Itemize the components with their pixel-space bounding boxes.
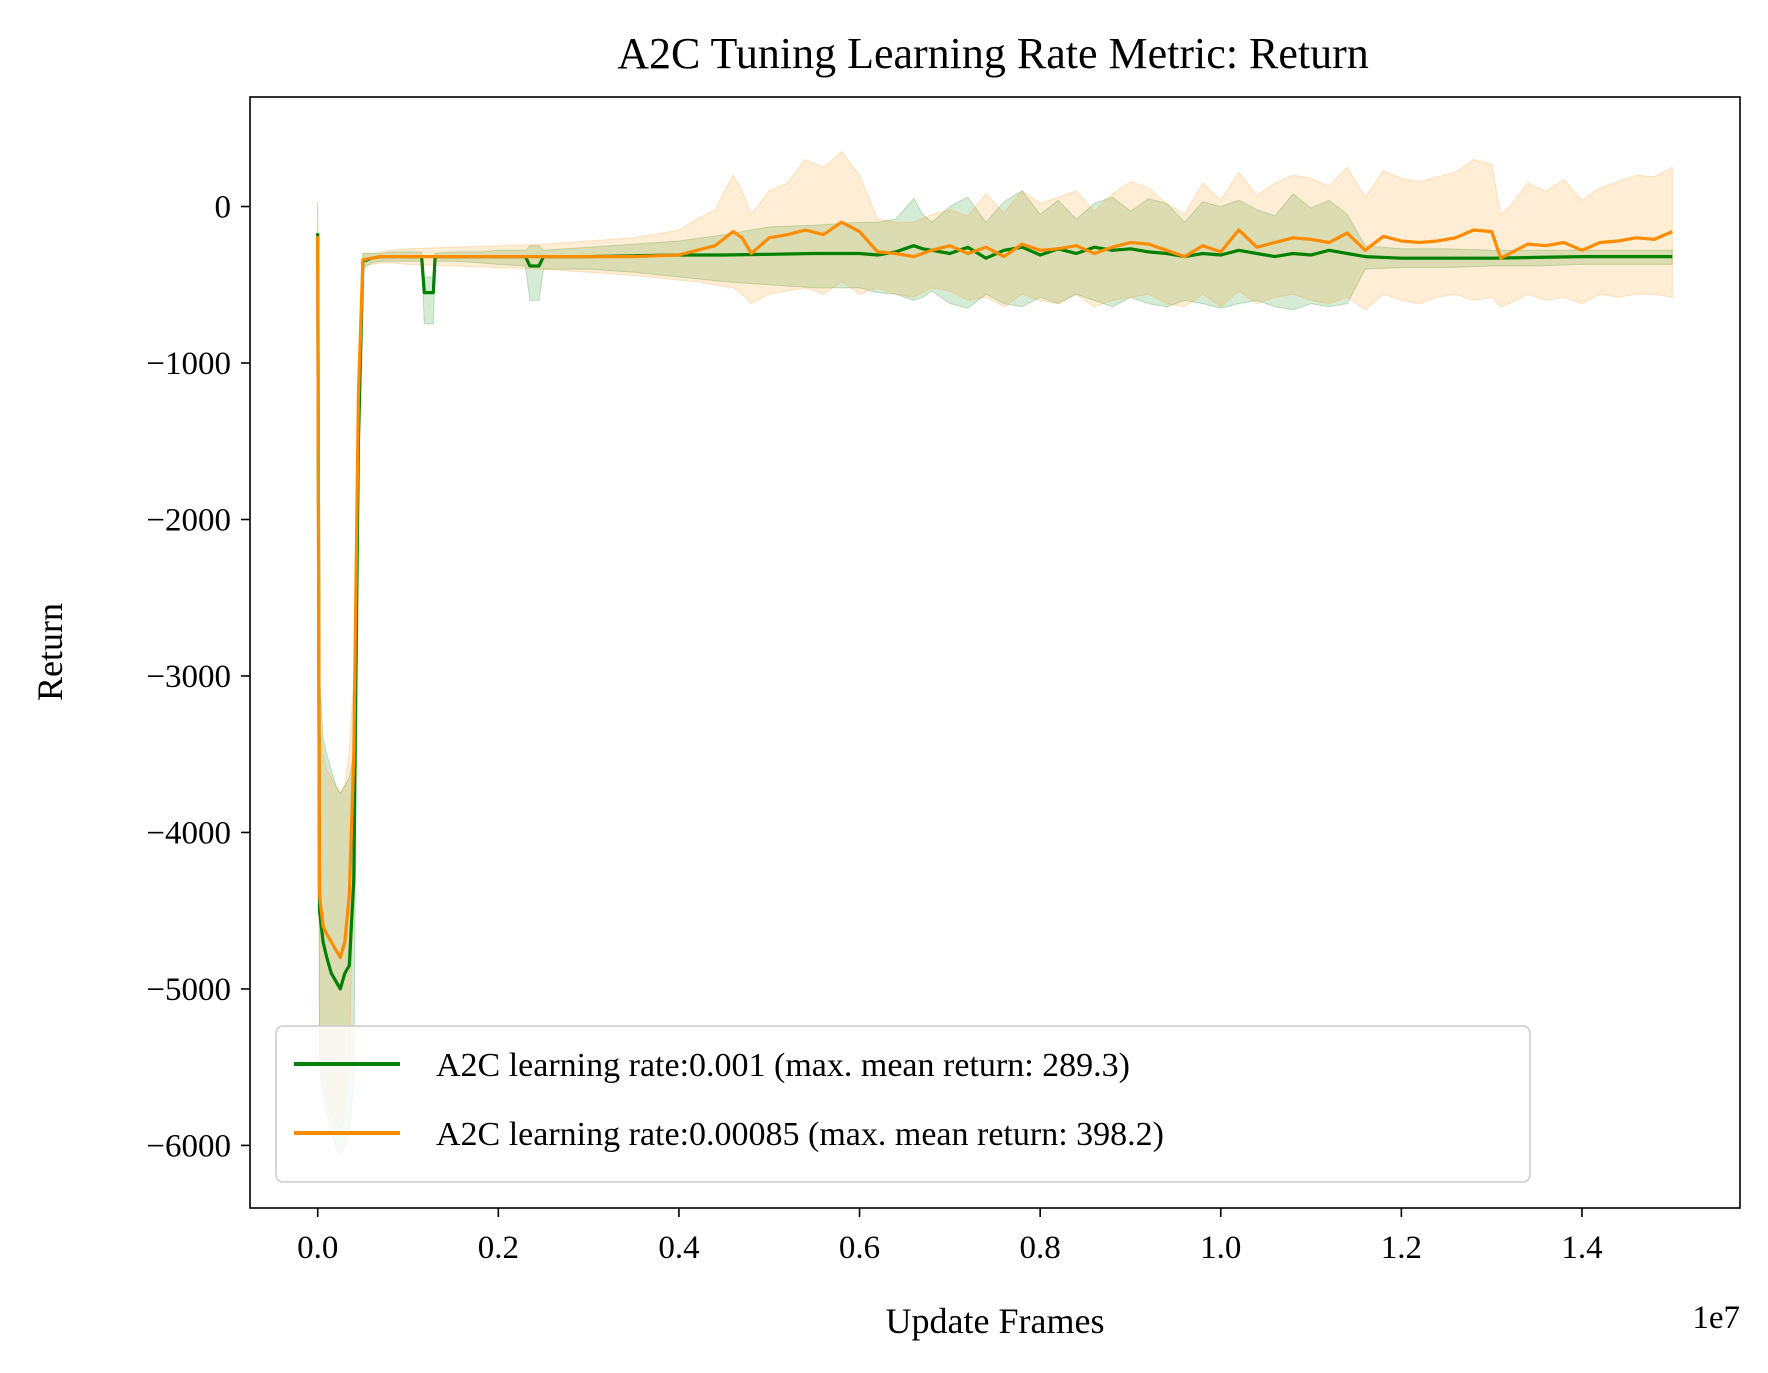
plot-area: [316, 151, 1673, 1155]
series-0-line: [316, 233, 1673, 991]
x-axis-label: Update Frames: [886, 1301, 1105, 1341]
series-0-confidence-band: [317, 190, 1673, 1155]
y-tick-label: −5000: [146, 972, 231, 1008]
x-tick-label: 0.6: [839, 1230, 880, 1266]
y-tick-label: −3000: [146, 659, 231, 695]
series-1-line: [316, 220, 1673, 960]
y-tick-label: −1000: [146, 346, 231, 382]
x-tick-label: 0.8: [1020, 1230, 1061, 1266]
chart-title: A2C Tuning Learning Rate Metric: Return: [617, 29, 1369, 78]
x-tick-label: 1.2: [1381, 1230, 1422, 1266]
y-tick-label: −6000: [146, 1128, 231, 1164]
x-axis-offset-label: 1e7: [1692, 1300, 1740, 1336]
y-axis: 0 −1000 −2000 −3000 −4000 −5000 −6000: [146, 190, 250, 1164]
y-tick-label: 0: [215, 190, 232, 226]
y-tick-label: −2000: [146, 502, 231, 538]
x-tick-label: 1.4: [1561, 1230, 1602, 1266]
legend-label-lr-0.001: A2C learning rate:0.001 (max. mean retur…: [436, 1047, 1130, 1084]
legend-box: [275, 1025, 1531, 1183]
x-tick-label: 0.2: [478, 1230, 519, 1266]
plot-frame: [249, 96, 1741, 1209]
y-tick-label: −4000: [146, 815, 231, 851]
x-axis: 0.0 0.2 0.4 0.6 0.8 1.0 1.2 1.4: [297, 1208, 1603, 1266]
x-tick-label: 1.0: [1200, 1230, 1241, 1266]
legend-label-lr-0.00085: A2C learning rate:0.00085 (max. mean ret…: [436, 1116, 1164, 1153]
series-1-confidence-band: [317, 151, 1673, 1132]
y-axis-label: Return: [30, 603, 70, 701]
x-tick-label: 0.0: [297, 1230, 338, 1266]
legend: A2C learning rate:0.001 (max. mean retur…: [275, 1025, 1531, 1183]
x-tick-label: 0.4: [658, 1230, 699, 1266]
